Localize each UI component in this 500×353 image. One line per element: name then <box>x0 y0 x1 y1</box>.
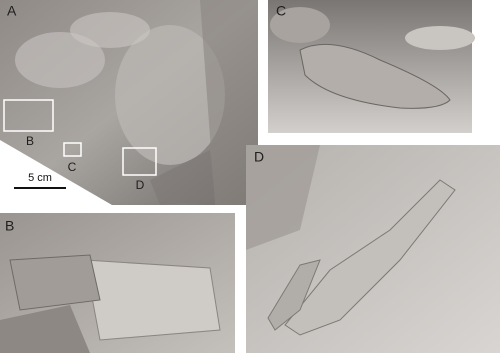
panel-d: D <box>246 145 500 353</box>
scale-bar-label: 5 cm <box>28 172 52 184</box>
panel-label: A <box>7 3 17 19</box>
callout-box <box>63 142 82 157</box>
panel-label: B <box>5 218 14 234</box>
bone-element <box>267 259 321 331</box>
panel-label: C <box>276 3 286 19</box>
bone-element <box>284 179 456 336</box>
panel-label: D <box>254 149 264 165</box>
bone-fragment <box>405 26 475 50</box>
fin-rays <box>150 150 215 205</box>
callout-box <box>122 147 157 176</box>
skull-plate <box>70 12 150 48</box>
tooth-plate <box>299 43 451 109</box>
callout-label: D <box>136 178 145 192</box>
panel-a: A B C D 5 cm <box>0 0 258 205</box>
panel-c: C <box>268 0 475 133</box>
teeth-row <box>0 305 90 353</box>
jaw-fragment <box>9 254 101 311</box>
skull-plate <box>15 32 105 88</box>
scales <box>200 0 258 205</box>
callout-label: B <box>26 134 34 148</box>
bone-plate <box>84 259 221 341</box>
bone-fragment <box>270 7 330 43</box>
matrix-fragment <box>246 145 320 250</box>
callout-label: C <box>68 160 77 174</box>
operculum <box>115 25 225 165</box>
panel-b: B <box>0 213 235 353</box>
callout-box <box>3 99 54 132</box>
